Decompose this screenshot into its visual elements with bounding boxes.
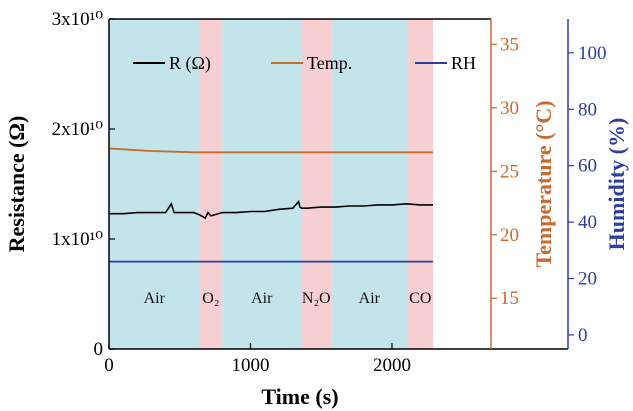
background-regions: Air O₂ Air N₂O Air CO bbox=[109, 19, 433, 349]
y-left-tick-label-0: 0 bbox=[94, 339, 104, 360]
left-axis-label: Resistance (Ω) bbox=[4, 116, 29, 253]
temperature-axis-label: Temperature (°C) bbox=[531, 100, 556, 267]
legend-label-1: Temp. bbox=[307, 53, 352, 73]
y-temp-tick-label-1: 20 bbox=[500, 225, 519, 246]
x-tick-label-0: 0 bbox=[104, 355, 114, 376]
ticks: 0 1000 2000 0 1x10¹⁰ 2x10¹⁰ 3x10¹⁰ 15 20 25 30 35 0 2… bbox=[52, 9, 607, 376]
region-5 bbox=[407, 19, 433, 349]
y-temp-tick-label-0: 15 bbox=[500, 288, 519, 309]
region-1 bbox=[199, 19, 223, 349]
legend-label-0: R (Ω) bbox=[169, 53, 211, 74]
legend: R (Ω) Temp. RH bbox=[133, 53, 476, 74]
humidity-axis-label: Humidity (%) bbox=[604, 118, 629, 251]
y-left-tick-label-2: 2x10¹⁰ bbox=[52, 119, 104, 140]
region-label-4: Air bbox=[359, 290, 381, 307]
region-3 bbox=[301, 19, 332, 349]
axes bbox=[108, 18, 569, 350]
y-rh-tick-label-3: 60 bbox=[578, 156, 597, 177]
region-4 bbox=[331, 19, 408, 349]
y-temp-tick-label-3: 30 bbox=[500, 98, 519, 119]
x-tick-label-2: 2000 bbox=[373, 355, 411, 376]
y-rh-tick-label-5: 100 bbox=[578, 43, 607, 64]
region-label-0: Air bbox=[144, 290, 166, 307]
series-line-0 bbox=[109, 199, 433, 220]
data-series bbox=[108, 147, 433, 263]
region-0 bbox=[109, 19, 200, 349]
y-left-tick-label-3: 3x10¹⁰ bbox=[52, 9, 104, 30]
region-label-5: CO bbox=[409, 290, 431, 307]
region-2 bbox=[222, 19, 302, 349]
region-label-2: Air bbox=[251, 290, 273, 307]
series-line-1 bbox=[108, 147, 433, 154]
y-left-tick-label-1: 1x10¹⁰ bbox=[52, 229, 104, 250]
x-tick-label-1: 1000 bbox=[231, 355, 269, 376]
legend-label-2: RH bbox=[451, 53, 476, 73]
y-rh-tick-label-1: 20 bbox=[578, 268, 597, 289]
y-rh-tick-label-2: 40 bbox=[578, 212, 597, 233]
y-temp-tick-label-4: 35 bbox=[500, 34, 519, 55]
y-temp-tick-label-2: 25 bbox=[500, 161, 519, 182]
region-label-1: O₂ bbox=[202, 290, 219, 307]
y-rh-tick-label-0: 0 bbox=[578, 325, 588, 346]
y-rh-tick-label-4: 80 bbox=[578, 99, 597, 120]
region-label-3: N₂O bbox=[302, 290, 331, 307]
x-axis-label: Time (s) bbox=[261, 384, 338, 409]
